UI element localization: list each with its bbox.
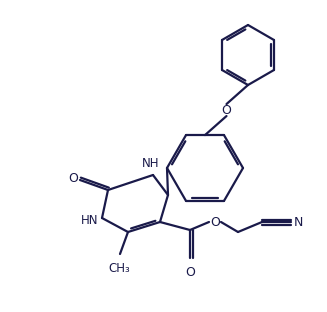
Text: N: N (294, 216, 303, 228)
Text: O: O (185, 266, 195, 279)
Text: CH₃: CH₃ (108, 262, 130, 275)
Text: O: O (68, 173, 78, 186)
Text: NH: NH (142, 157, 160, 170)
Text: O: O (210, 216, 220, 228)
Text: O: O (222, 104, 232, 117)
Text: HN: HN (80, 213, 98, 227)
